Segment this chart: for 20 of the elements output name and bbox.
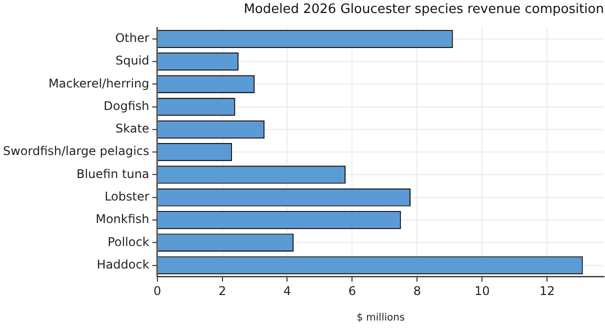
y-tick-label: Squid xyxy=(115,54,150,68)
y-tick-label: Swordfish/large pelagics xyxy=(2,144,150,158)
y-tick-label: Monkfish xyxy=(96,212,150,226)
y-tick-label: Bluefin tuna xyxy=(76,166,150,181)
y-tick-label: Haddock xyxy=(96,257,150,272)
y-tick-label: Mackerel/herring xyxy=(48,76,150,90)
x-tick-label: 2 xyxy=(218,284,226,298)
y-tick-label: Pollock xyxy=(108,234,150,249)
x-tick-label: 10 xyxy=(474,284,490,298)
y-tick-label: Other xyxy=(115,31,150,46)
x-axis-title: $ millions xyxy=(356,312,405,324)
y-tick-label: Lobster xyxy=(104,190,150,204)
x-tick-label: 4 xyxy=(283,284,292,298)
y-tick-label: Dogfish xyxy=(104,98,150,113)
x-tick-label: 6 xyxy=(348,284,356,298)
x-tick-label: 8 xyxy=(413,284,422,298)
x-tick-label: 12 xyxy=(540,284,555,298)
chart-title: Modeled 2026 Gloucester species revenue composition xyxy=(244,2,604,18)
y-tick-label: Skate xyxy=(115,122,150,136)
x-tick-label: 0 xyxy=(153,284,162,298)
